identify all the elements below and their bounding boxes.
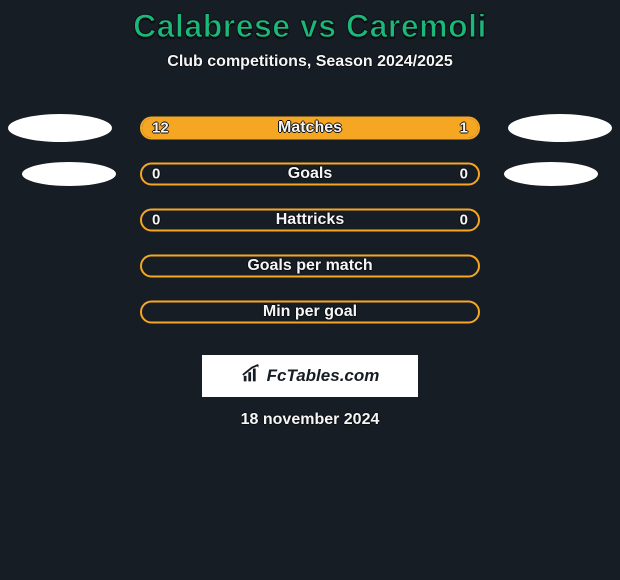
stat-bar: [140, 209, 480, 232]
stat-row: 0 Goals 0: [0, 151, 620, 197]
subtitle: Club competitions, Season 2024/2025: [0, 53, 620, 71]
player-left-avatar: [8, 114, 112, 142]
title-vs: vs: [291, 8, 346, 44]
stat-bar: [140, 163, 480, 186]
generation-date: 18 november 2024: [0, 411, 620, 429]
player-right-avatar: [508, 114, 612, 142]
stat-value-right: 1: [460, 120, 468, 137]
source-logo-card: FcTables.com: [202, 355, 418, 397]
stat-value-left: 0: [152, 212, 160, 229]
bar-chart-icon: [241, 363, 263, 390]
stat-row: 12 Matches 1: [0, 105, 620, 151]
title-left: Calabrese: [133, 8, 290, 44]
stat-bar: [140, 117, 480, 140]
comparison-rows: 12 Matches 1 0 Goals 0 0 Hattricks 0 Goa…: [0, 105, 620, 335]
stat-value-left: 12: [152, 120, 169, 137]
title-right: Caremoli: [346, 8, 487, 44]
stat-row: Goals per match: [0, 243, 620, 289]
player-right-avatar: [504, 162, 598, 186]
page-title: Calabrese vs Caremoli: [0, 0, 620, 45]
stat-row: Min per goal: [0, 289, 620, 335]
stat-bar: [140, 255, 480, 278]
stat-value-left: 0: [152, 166, 160, 183]
stat-value-right: 0: [460, 212, 468, 229]
stat-row: 0 Hattricks 0: [0, 197, 620, 243]
stat-value-right: 0: [460, 166, 468, 183]
source-logo-text: FcTables.com: [267, 366, 380, 386]
player-left-avatar: [22, 162, 116, 186]
stat-bar-left-fill: [142, 119, 401, 138]
stat-bar: [140, 301, 480, 324]
